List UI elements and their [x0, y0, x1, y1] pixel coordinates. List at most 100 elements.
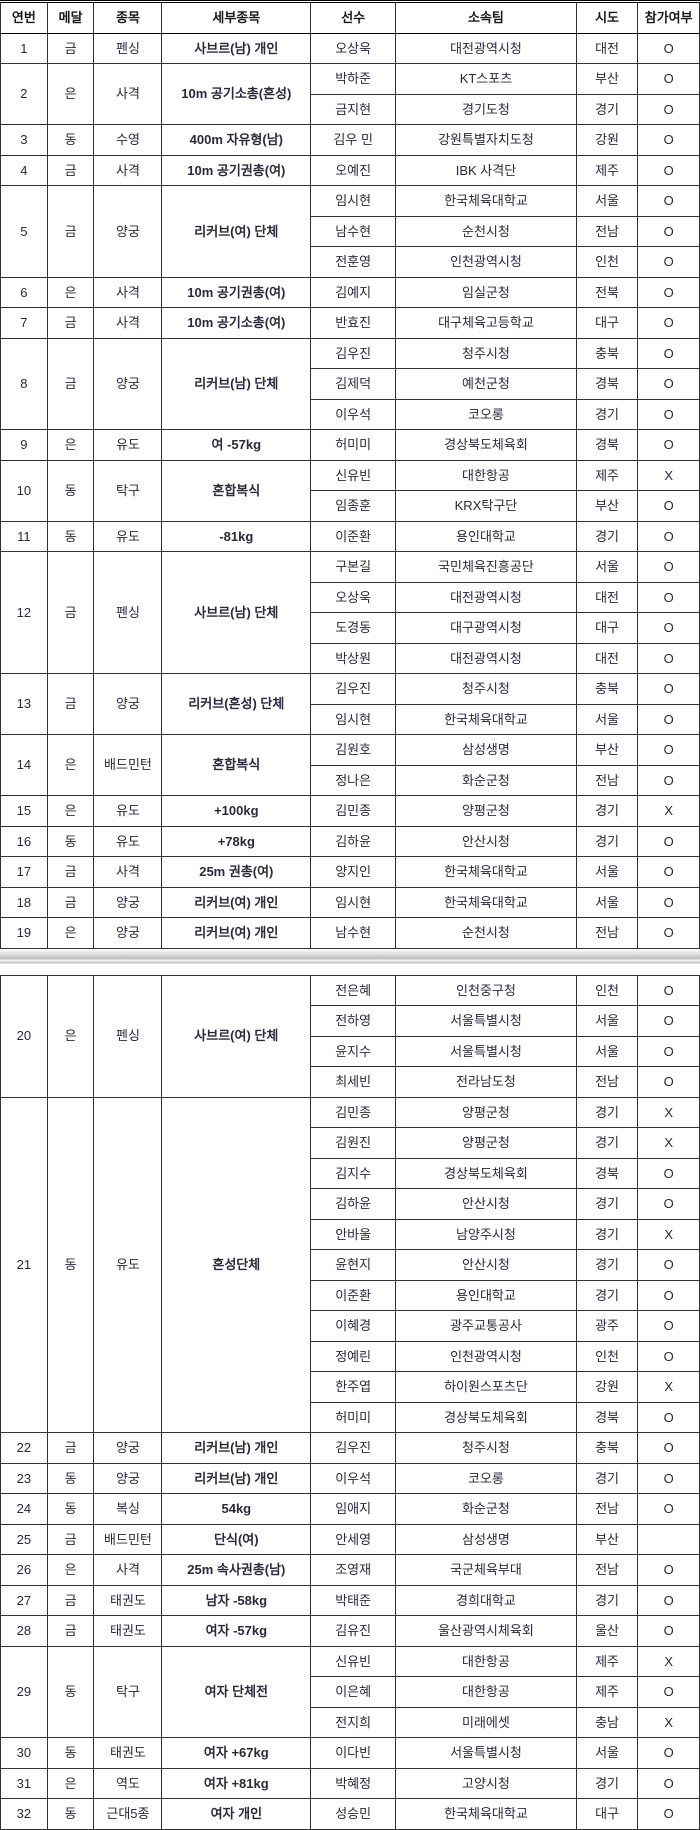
table-row: 1금펜싱사브르(남) 개인오상욱대전광역시청대전O [1, 33, 700, 64]
cell-region: 인천 [576, 247, 638, 278]
cell-event: 단식(여) [162, 1524, 311, 1555]
cell-sport: 수영 [94, 125, 162, 156]
cell-participate: O [638, 247, 700, 278]
cell-participate: O [638, 1067, 700, 1098]
cell-event: -81kg [162, 521, 311, 552]
cell-event: 10m 공기권총(여) [162, 277, 311, 308]
medal-table-1: 연번 메달 종목 세부종목 선수 소속팀 시도 참가여부 1금펜싱사브르(남) … [0, 0, 700, 949]
cell-event: 사브르(남) 단체 [162, 552, 311, 674]
cell-team: 전라남도청 [396, 1067, 577, 1098]
cell-region: 경기 [576, 1219, 638, 1250]
cell-athlete: 신유빈 [311, 1646, 396, 1677]
cell-athlete: 김지수 [311, 1158, 396, 1189]
cell-participate: O [638, 1738, 700, 1769]
cell-medal: 은 [47, 1768, 94, 1799]
cell-participate: O [638, 1158, 700, 1189]
cell-no: 27 [1, 1585, 48, 1616]
table-row: 3동수영400m 자유형(남)김우 민강원특별자치도청강원O [1, 125, 700, 156]
cell-sport: 사격 [94, 277, 162, 308]
cell-participate: X [638, 1646, 700, 1677]
cell-participate: X [638, 460, 700, 491]
cell-athlete: 김원진 [311, 1128, 396, 1159]
cell-athlete: 최세빈 [311, 1067, 396, 1098]
cell-team: 용인대학교 [396, 521, 577, 552]
cell-sport: 펜싱 [94, 975, 162, 1097]
cell-athlete: 김우진 [311, 674, 396, 705]
cell-medal: 동 [47, 1799, 94, 1830]
cell-participate: O [638, 1677, 700, 1708]
cell-region: 인천 [576, 1341, 638, 1372]
cell-event: +78kg [162, 826, 311, 857]
cell-no: 24 [1, 1494, 48, 1525]
cell-no: 17 [1, 857, 48, 888]
header-team: 소속팀 [396, 2, 577, 34]
cell-region: 제주 [576, 155, 638, 186]
cell-team: 양평군청 [396, 1128, 577, 1159]
cell-team: 경상북도체육회 [396, 1402, 577, 1433]
cell-region: 서울 [576, 552, 638, 583]
cell-team: 대전광역시청 [396, 643, 577, 674]
cell-athlete: 한주엽 [311, 1372, 396, 1403]
table-row: 31은역도여자 +81kg박혜정고양시청경기O [1, 1768, 700, 1799]
cell-region: 서울 [576, 1036, 638, 1067]
cell-region: 광주 [576, 1311, 638, 1342]
cell-athlete: 김유진 [311, 1616, 396, 1647]
cell-medal: 동 [47, 1463, 94, 1494]
cell-participate: O [638, 1494, 700, 1525]
cell-region: 서울 [576, 1006, 638, 1037]
cell-participate: O [638, 1463, 700, 1494]
cell-sport: 유도 [94, 1097, 162, 1433]
cell-medal: 은 [47, 64, 94, 125]
cell-no: 18 [1, 887, 48, 918]
cell-region: 경기 [576, 94, 638, 125]
cell-region: 충북 [576, 338, 638, 369]
cell-team: 한국체육대학교 [396, 887, 577, 918]
cell-team: 코오롱 [396, 1463, 577, 1494]
cell-participate: O [638, 1250, 700, 1281]
cell-team: 남양주시청 [396, 1219, 577, 1250]
table-row: 24동복싱54kg임애지화순군청전남O [1, 1494, 700, 1525]
cell-sport: 역도 [94, 1768, 162, 1799]
cell-region: 서울 [576, 704, 638, 735]
cell-team: 고양시청 [396, 1768, 577, 1799]
cell-region: 서울 [576, 887, 638, 918]
cell-athlete: 김예지 [311, 277, 396, 308]
cell-team: 청주시청 [396, 1433, 577, 1464]
cell-team: 한국체육대학교 [396, 857, 577, 888]
cell-participate: O [638, 1585, 700, 1616]
cell-participate: O [638, 1433, 700, 1464]
cell-athlete: 전훈영 [311, 247, 396, 278]
cell-event: 25m 속사권총(남) [162, 1555, 311, 1586]
cell-event: 리커브(여) 개인 [162, 887, 311, 918]
cell-participate: O [638, 155, 700, 186]
cell-medal: 금 [47, 1433, 94, 1464]
cell-no: 26 [1, 1555, 48, 1586]
cell-athlete: 임시현 [311, 704, 396, 735]
cell-event: 리커브(남) 개인 [162, 1433, 311, 1464]
cell-event: 여자 단체전 [162, 1646, 311, 1738]
header-region: 시도 [576, 2, 638, 34]
cell-medal: 동 [47, 460, 94, 521]
cell-sport: 양궁 [94, 674, 162, 735]
cell-event: 25m 권총(여) [162, 857, 311, 888]
cell-athlete: 전하영 [311, 1006, 396, 1037]
cell-athlete: 도경동 [311, 613, 396, 644]
cell-no: 15 [1, 796, 48, 827]
header-athlete: 선수 [311, 2, 396, 34]
cell-event: 혼성단체 [162, 1097, 311, 1433]
cell-participate: O [638, 125, 700, 156]
cell-participate: O [638, 735, 700, 766]
cell-region: 전남 [576, 216, 638, 247]
cell-participate: O [638, 1036, 700, 1067]
cell-region: 부산 [576, 491, 638, 522]
cell-medal: 동 [47, 1646, 94, 1738]
cell-team: 한국체육대학교 [396, 1799, 577, 1830]
cell-region: 경기 [576, 1097, 638, 1128]
cell-athlete: 김우진 [311, 338, 396, 369]
cell-athlete: 김민종 [311, 1097, 396, 1128]
table-row: 27금태권도남자 -58kg박태준경희대학교경기O [1, 1585, 700, 1616]
cell-event: 사브르(여) 단체 [162, 975, 311, 1097]
cell-participate: O [638, 674, 700, 705]
table-row: 5금양궁리커브(여) 단체임시현한국체육대학교서울O [1, 186, 700, 217]
cell-medal: 금 [47, 155, 94, 186]
